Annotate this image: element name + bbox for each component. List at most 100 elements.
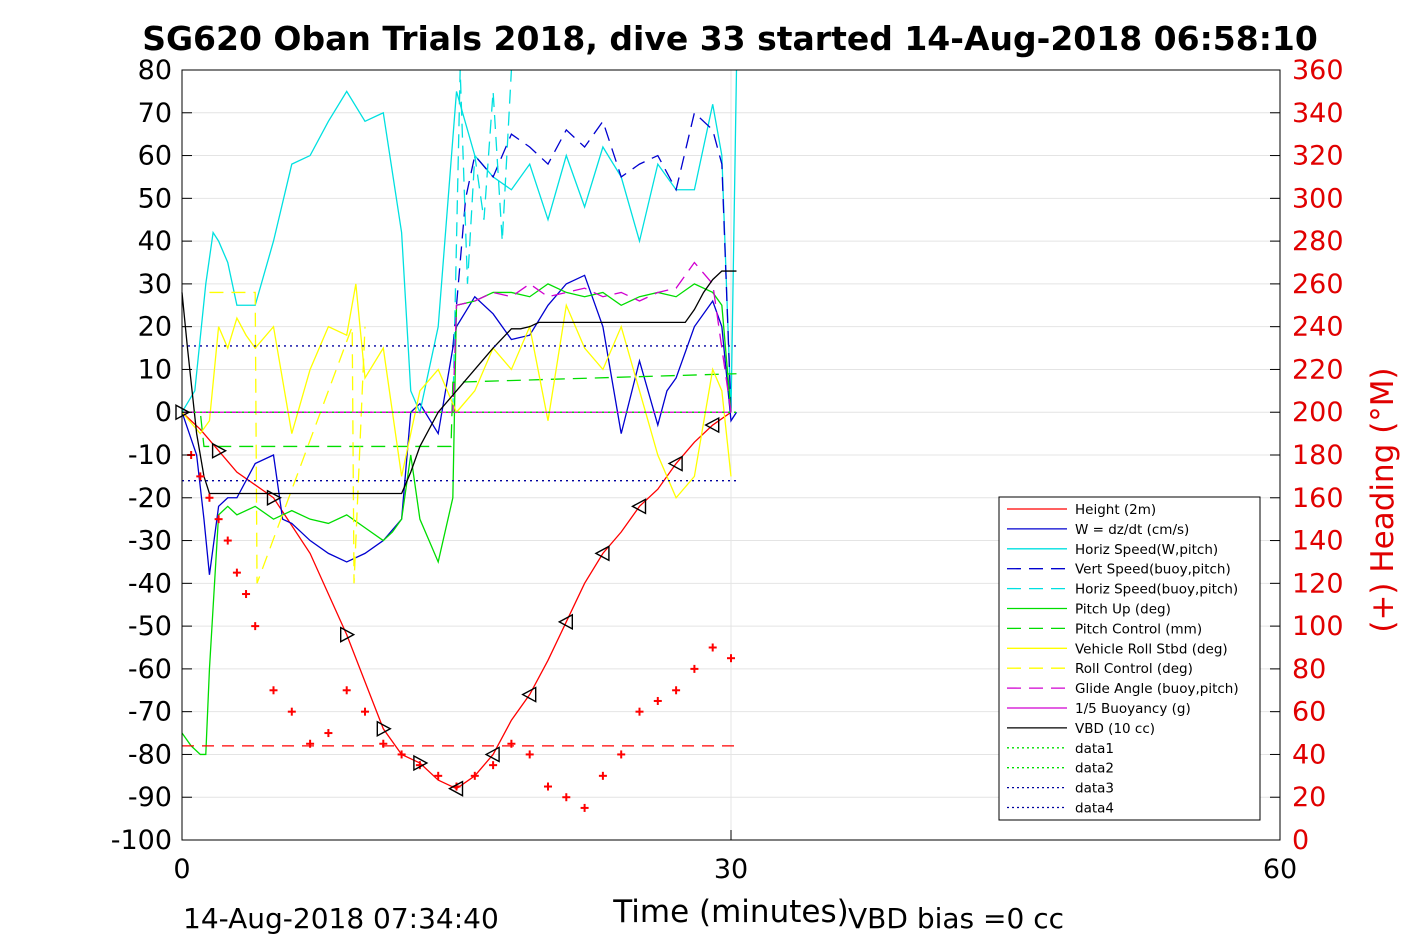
y-right-tick-label: 260: [1292, 269, 1344, 300]
y-right-tick-label: 320: [1292, 141, 1344, 172]
heading-point: [507, 739, 516, 748]
legend-item: data1: [1007, 741, 1114, 757]
legend-item: data4: [1007, 801, 1114, 817]
series-vbd-10-cc: [181, 270, 737, 495]
heading-point: [242, 590, 251, 599]
legend-label: Horiz Speed(buoy,pitch): [1075, 582, 1238, 598]
y-left-tick-label: -10: [128, 440, 172, 471]
heading-point: [379, 739, 388, 748]
legend-label: Pitch Up (deg): [1075, 602, 1171, 618]
y-left-tick-label: -30: [128, 526, 172, 557]
y-left-tick-label: 30: [138, 269, 172, 300]
y-right-tick-label: 0: [1292, 825, 1309, 856]
legend-item: Height (2m): [1007, 502, 1156, 518]
y-right-tick-label: 360: [1292, 55, 1344, 86]
heading-point: [562, 793, 571, 802]
legend-label: VBD (10 cc): [1075, 721, 1155, 737]
y-right-tick-label: 140: [1292, 526, 1344, 557]
series-pitch-control-mm: [182, 373, 737, 448]
y-right-tick-label: 220: [1292, 354, 1344, 385]
x-tick-label: 60: [1263, 854, 1297, 885]
heading-point: [727, 654, 735, 663]
height-triangle-marker: [557, 613, 573, 631]
chart-title: SG620 Oban Trials 2018, dive 33 started …: [142, 19, 1318, 58]
legend-item: Glide Angle (buoy,pitch): [1007, 681, 1239, 697]
y-left-tick-label: 70: [138, 98, 172, 129]
heading-point: [269, 686, 278, 695]
legend-label: W = dz/dt (cm/s): [1075, 522, 1189, 538]
heading-point: [525, 750, 534, 759]
y-right-tick-label: 340: [1292, 98, 1344, 129]
x-axis-label: Time (minutes): [612, 894, 848, 930]
legend-label: Vehicle Roll Stbd (deg): [1075, 641, 1228, 657]
legend-label: Horiz Speed(W,pitch): [1075, 542, 1218, 558]
y-left-tick-label: -60: [128, 654, 172, 685]
series-vert-speed-buoy-pitch: [452, 111, 732, 413]
height-triangle-marker: [484, 746, 500, 763]
legend-label: Height (2m): [1075, 502, 1156, 518]
height-triangle-marker: [448, 780, 464, 797]
legend-label: data4: [1075, 801, 1114, 817]
series-layer: [181, 69, 738, 790]
y-left-tick-label: 20: [138, 312, 172, 343]
legend-box: [998, 496, 1261, 821]
legend-item: Roll Control (deg): [1007, 661, 1193, 677]
y-right-tick-label: 60: [1292, 697, 1326, 728]
heading-point: [214, 515, 223, 524]
y-left-tick-label: 80: [138, 55, 172, 86]
ticks: 80706050403020100-10-20-30-40-50-60-70-8…: [111, 55, 1344, 885]
y-right-tick-label: 180: [1292, 440, 1344, 471]
y-right-tick-label: 120: [1292, 568, 1344, 599]
x-tick-label: 0: [173, 854, 190, 885]
height-triangle-marker: [340, 626, 356, 643]
footer-timestamp: 14-Aug-2018 07:34:40: [183, 902, 499, 935]
heading-point: [306, 739, 315, 748]
height-triangle-marker: [594, 545, 610, 562]
heading-point: [397, 750, 406, 759]
heading-point: [544, 782, 552, 791]
y-right-tick-label: 40: [1292, 739, 1326, 770]
markers: [175, 404, 735, 812]
heading-point: [205, 493, 214, 502]
legend-label: data2: [1075, 761, 1114, 777]
legend-item: Vert Speed(buoy,pitch): [1007, 562, 1231, 578]
y-right-tick-label: 280: [1292, 226, 1344, 257]
heading-point: [690, 664, 699, 673]
legend-label: data3: [1075, 781, 1114, 797]
legend-label: Glide Angle (buoy,pitch): [1075, 681, 1239, 697]
heading-point: [598, 771, 607, 780]
heading-point: [617, 750, 626, 759]
heading-point: [324, 729, 333, 738]
legend-label: Vert Speed(buoy,pitch): [1075, 562, 1231, 578]
legend: Height (2m) W = dz/dt (cm/s) Horiz Speed(W…: [998, 496, 1261, 821]
y-right-tick-label: 240: [1292, 312, 1344, 343]
series-w-dz-dt-cm-s: [181, 274, 738, 575]
height-triangle-marker: [521, 686, 537, 703]
y-right-tick-label: 160: [1292, 483, 1344, 514]
heading-point: [232, 568, 241, 577]
x-tick-label: 30: [714, 854, 748, 885]
y-left-tick-label: 0: [155, 397, 172, 428]
legend-item: Horiz Speed(W,pitch): [1007, 542, 1218, 558]
footer-vbd-bias: VBD bias =0 cc: [848, 902, 1064, 935]
y-right-tick-label: 100: [1292, 611, 1344, 642]
legend-label: data1: [1075, 741, 1114, 757]
series-horiz-speed-buoy-pitch: [452, 69, 513, 413]
heading-point: [223, 536, 232, 545]
legend-item: VBD (10 cc): [1007, 721, 1155, 737]
y-left-tick-label: 60: [138, 141, 172, 172]
heading-point: [635, 707, 644, 716]
height-triangle-marker: [667, 455, 683, 472]
legend-label: Pitch Control (mm): [1075, 621, 1202, 637]
series-horiz-speed-w-pitch: [181, 69, 738, 415]
legend-item: 1/5 Buoyancy (g): [1007, 701, 1191, 717]
heading-point: [251, 622, 260, 631]
heading-point: [489, 761, 498, 770]
heading-point: [342, 686, 351, 695]
y-left-tick-label: -50: [128, 611, 172, 642]
heading-point: [434, 771, 443, 780]
heading-point: [470, 771, 479, 780]
heading-point: [196, 472, 205, 481]
heading-point: [580, 803, 589, 812]
y-right-tick-label: 80: [1292, 654, 1326, 685]
